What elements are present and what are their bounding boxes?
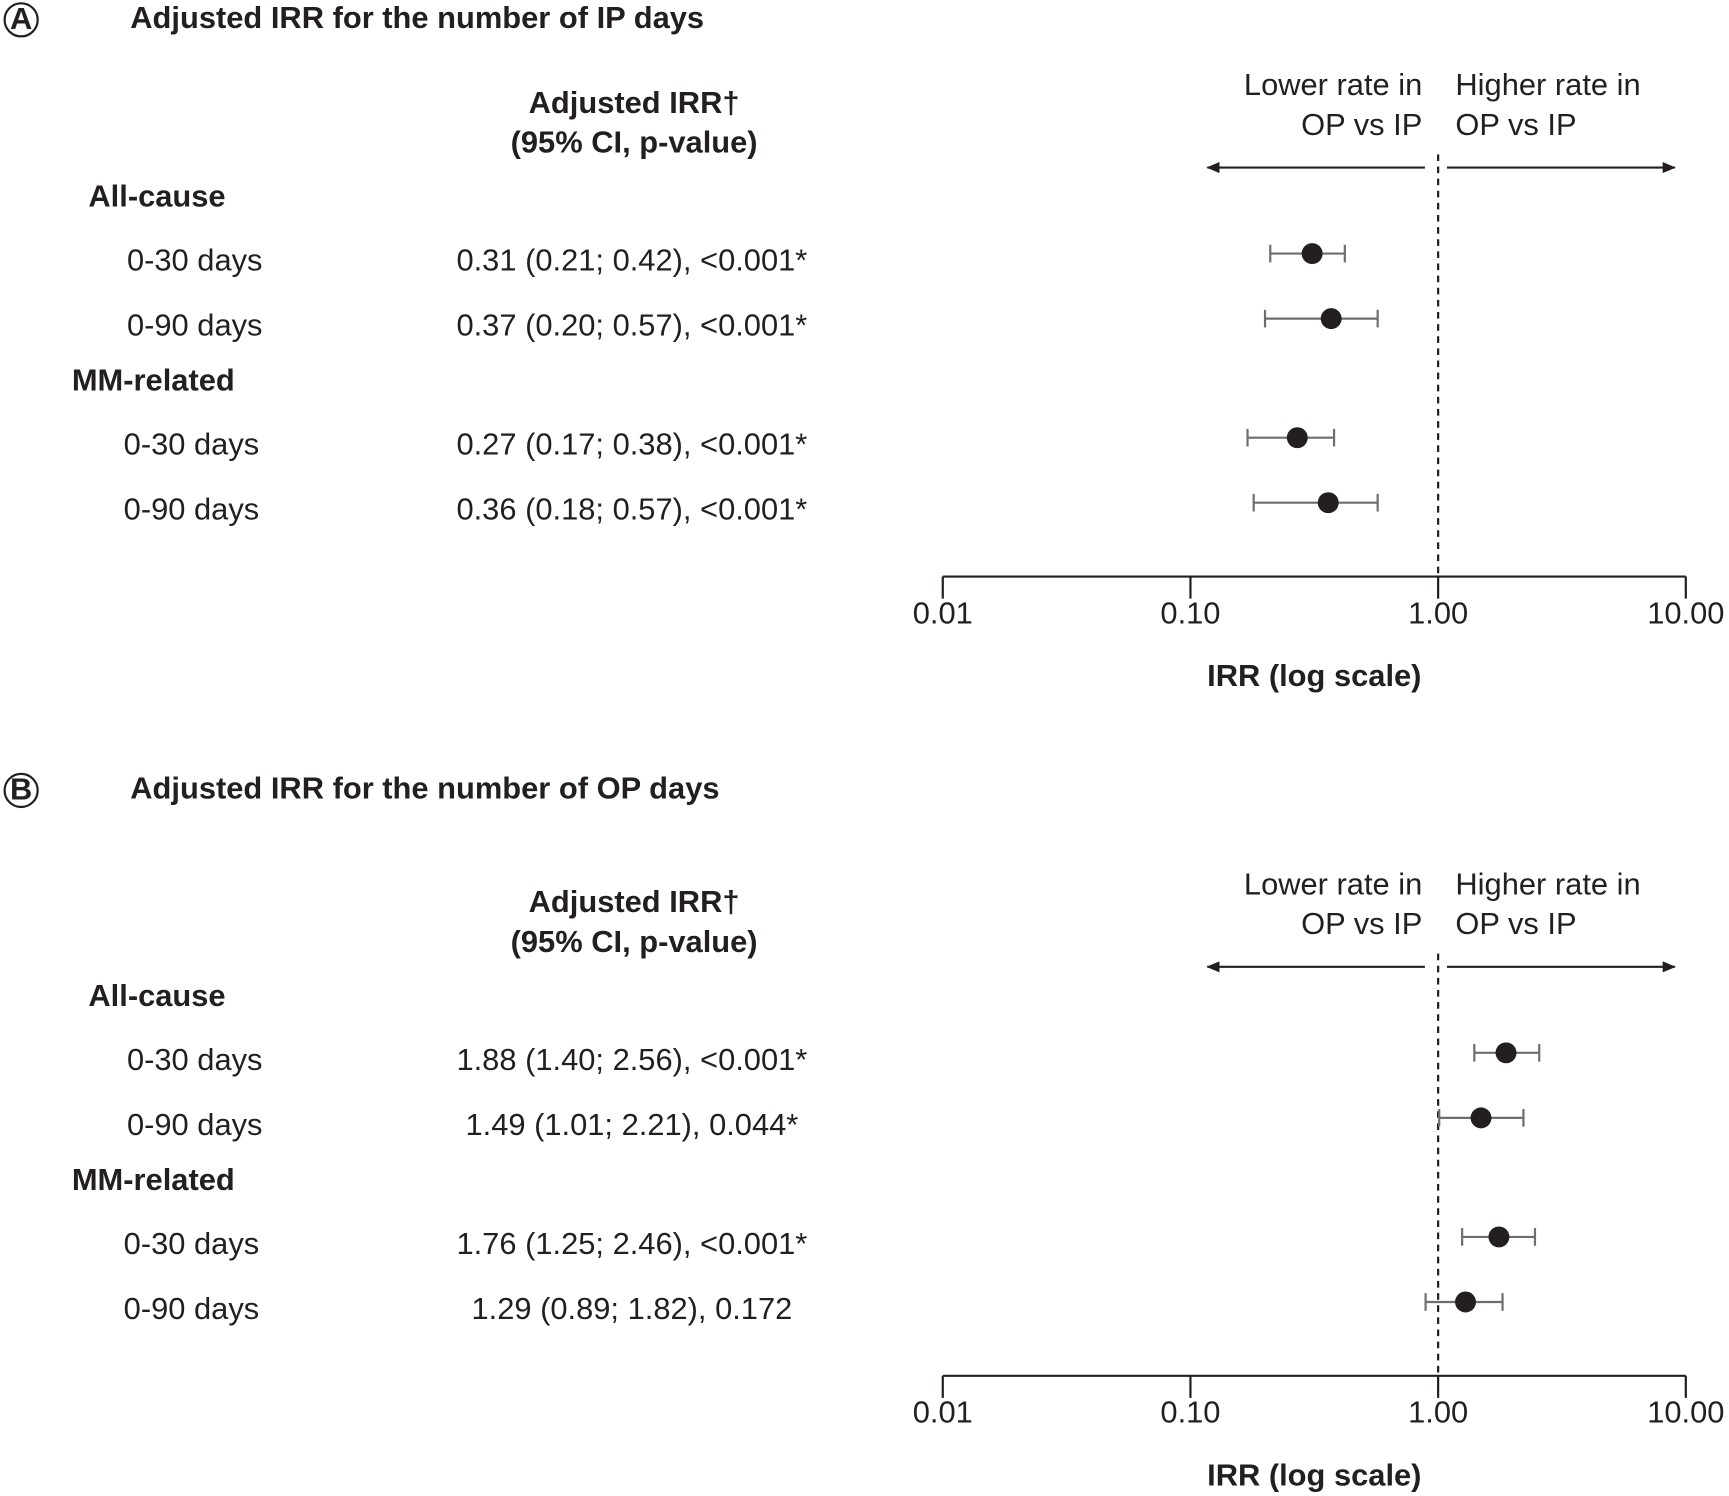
left-note: OP vs IP [1301,107,1422,142]
panel-badge [3,2,39,38]
panel-title: Adjusted IRR for the number of IP days [130,0,704,35]
right-note: Higher rate in [1455,67,1640,102]
value-label: 0.31 (0.21; 0.42), <0.001* [456,243,807,278]
value-label: 1.49 (1.01; 2.21), 0.044* [465,1107,798,1142]
value-label: 1.88 (1.40; 2.56), <0.001* [456,1042,807,1077]
point-estimate [1317,492,1339,514]
left-note: Lower rate in [1244,67,1422,102]
row-label: 0-90 days [124,492,260,527]
row-label: 0-30 days [124,427,260,462]
row-label: 0-30 days [127,1042,263,1077]
group-label: All-cause [88,179,225,214]
point-estimate [1286,427,1308,449]
column-header: Adjusted IRR† [529,884,740,919]
row-label: 0-90 days [127,1107,263,1142]
left-note: Lower rate in [1244,867,1422,902]
right-note: OP vs IP [1455,906,1576,941]
value-label: 1.29 (0.89; 1.82), 0.172 [471,1291,792,1326]
x-tick-label: 10.00 [1647,595,1724,630]
row-label: 0-30 days [124,1226,260,1261]
x-tick-label: 1.00 [1408,595,1468,630]
column-header: Adjusted IRR† [529,85,740,120]
left-note: OP vs IP [1301,906,1422,941]
value-label: 0.27 (0.17; 0.38), <0.001* [456,427,807,462]
panel-label: B [10,772,32,807]
group-label: MM-related [72,363,235,398]
value-label: 0.36 (0.18; 0.57), <0.001* [456,492,807,527]
group-label: All-cause [88,978,225,1013]
point-estimate [1495,1042,1517,1064]
value-label: 1.76 (1.25; 2.46), <0.001* [456,1226,807,1261]
x-tick-label: 1.00 [1408,1395,1468,1430]
x-tick-label: 10.00 [1647,1395,1724,1430]
group-label: MM-related [72,1162,235,1197]
point-estimate [1470,1107,1492,1129]
point-estimate [1488,1226,1510,1248]
x-tick-label: 0.10 [1160,595,1220,630]
panel-label: A [10,1,32,36]
point-estimate [1301,243,1323,265]
column-header: (95% CI, p-value) [511,924,758,959]
x-tick-label: 0.01 [913,595,973,630]
point-estimate [1320,308,1342,330]
row-label: 0-30 days [127,243,263,278]
panel-title: Adjusted IRR for the number of OP days [130,771,719,806]
x-tick-label: 0.01 [913,1395,973,1430]
right-note: OP vs IP [1455,107,1576,142]
point-estimate [1455,1291,1476,1313]
row-label: 0-90 days [124,1291,260,1326]
x-axis-label: IRR (log scale) [1207,658,1421,693]
row-label: 0-90 days [127,308,263,343]
x-axis-label: IRR (log scale) [1207,1457,1421,1492]
right-note: Higher rate in [1455,867,1640,902]
value-label: 0.37 (0.20; 0.57), <0.001* [456,308,807,343]
column-header: (95% CI, p-value) [511,125,758,160]
panel-badge [3,772,39,809]
x-tick-label: 0.10 [1160,1395,1220,1430]
